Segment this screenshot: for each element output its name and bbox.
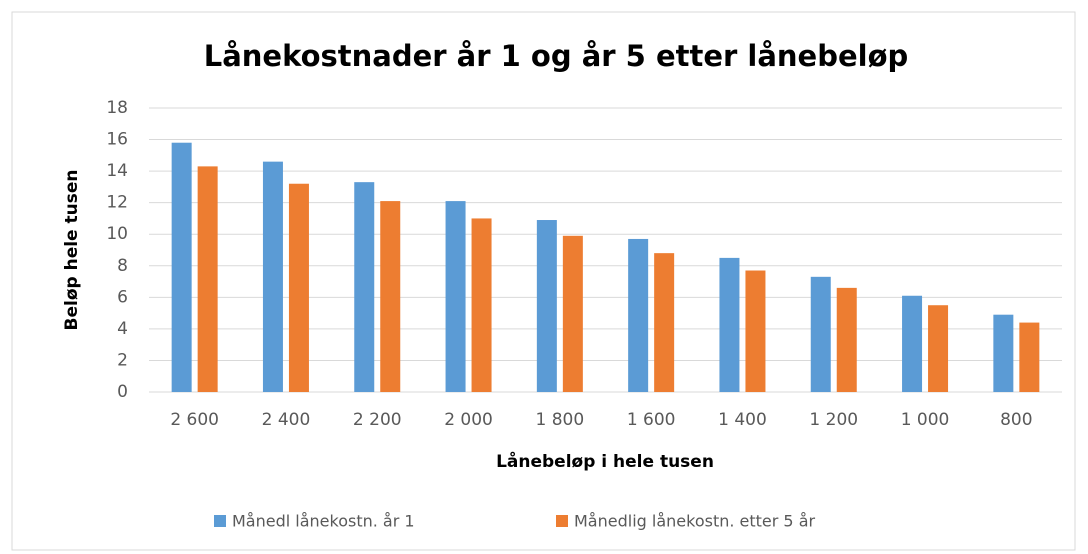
bar [1019,322,1040,392]
bar [745,270,766,392]
x-tick-label: 1 800 [536,410,585,430]
chart-title: Lånekostnader år 1 og år 5 etter lånebel… [204,39,909,73]
bar [993,314,1014,392]
x-tick-label: 2 200 [353,410,402,430]
legend-swatch [214,515,226,527]
legend-label: Månedl lånekostn. år 1 [232,512,415,531]
bar [562,235,583,392]
x-tick-label: 2 600 [170,410,219,430]
x-axis-title: Lånebeløp i hele tusen [496,450,714,472]
bar [902,295,923,392]
y-tick-label: 12 [106,193,128,213]
bar [654,253,675,392]
x-tick-label: 2 000 [444,410,493,430]
x-tick-label: 2 400 [262,410,311,430]
bar [197,166,218,392]
y-tick-label: 2 [117,350,128,370]
y-tick-label: 4 [117,319,128,339]
bar [836,287,857,392]
y-tick-label: 16 [106,130,128,150]
x-tick-label: 1 200 [809,410,858,430]
bar [380,201,401,392]
bar [354,182,375,392]
x-tick-label: 1 600 [627,410,676,430]
x-tick-label: 1 400 [718,410,767,430]
bar [471,218,492,392]
y-axis-title: Beløp hele tusen [62,170,82,331]
y-tick-label: 18 [106,98,128,118]
bar [810,276,831,392]
y-tick-label: 8 [117,256,128,276]
bar [171,142,192,392]
bar [262,161,283,392]
bar [928,305,949,392]
bar [536,220,557,392]
x-tick-label: 1 000 [901,410,950,430]
y-tick-label: 14 [106,161,128,181]
bar [445,201,466,392]
x-tick-label: 800 [1000,410,1032,430]
legend-label: Månedlig lånekostn. etter 5 år [574,512,815,531]
bar [719,257,740,392]
y-tick-label: 6 [117,287,128,307]
bar [288,183,309,392]
bar [628,238,649,392]
legend-swatch [556,515,568,527]
y-tick-label: 10 [106,224,128,244]
y-tick-label: 0 [117,382,128,402]
